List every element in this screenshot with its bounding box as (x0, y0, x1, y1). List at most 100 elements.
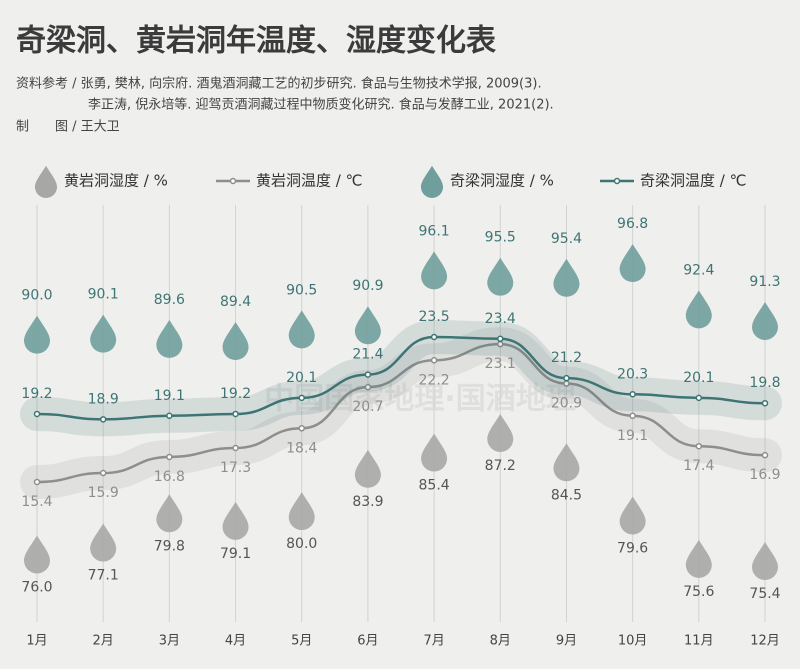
data-label: 20.1 (286, 370, 317, 386)
legend-icon (229, 177, 237, 185)
humidity-drop (90, 314, 117, 353)
humidity-drop (156, 494, 183, 533)
data-label: 23.4 (485, 311, 516, 327)
x-tick-label: 5月 (291, 634, 312, 649)
temperature-point (364, 383, 372, 391)
x-tick-label: 2月 (93, 634, 114, 649)
temperature-point (761, 451, 769, 459)
data-label: 87.2 (485, 458, 516, 474)
temperature-point (166, 412, 173, 420)
data-label: 83.9 (352, 494, 383, 510)
data-label: 19.1 (617, 428, 648, 444)
data-label: 20.1 (683, 370, 714, 386)
x-tick-label: 11月 (684, 634, 714, 649)
humidity-drop (421, 433, 448, 472)
temperature-point (629, 412, 636, 420)
x-tick-label: 4月 (225, 634, 246, 649)
data-label: 20.9 (551, 396, 582, 412)
legend-icon (613, 177, 621, 185)
temperature-point (298, 394, 305, 402)
temperature-point (232, 444, 239, 452)
temperature-point (695, 442, 703, 450)
data-label: 75.6 (683, 584, 714, 600)
data-label: 16.8 (154, 469, 185, 485)
temperature-point (232, 410, 239, 418)
temperature-point (33, 410, 41, 418)
legend-icon (34, 165, 58, 198)
legend-label: 奇梁洞温度 / ℃ (640, 172, 746, 190)
humidity-drop (685, 539, 712, 578)
data-label: 79.6 (617, 540, 648, 556)
data-label: 18.9 (88, 391, 119, 407)
humidity-drop (553, 258, 580, 297)
data-label: 92.4 (683, 262, 714, 278)
data-label: 19.8 (749, 375, 780, 391)
data-label: 77.1 (88, 568, 119, 584)
legend-icon (420, 165, 444, 198)
temperature-point (166, 453, 173, 461)
x-tick-label: 12月 (750, 634, 780, 649)
data-label: 15.9 (88, 485, 119, 501)
data-label: 20.7 (352, 399, 383, 415)
temperature-point (695, 394, 703, 402)
humidity-drop (90, 523, 117, 562)
x-tick-label: 6月 (357, 634, 378, 649)
data-label: 95.5 (485, 230, 516, 246)
data-label: 21.2 (551, 350, 582, 366)
humidity-drop (354, 306, 381, 345)
x-tick-label: 9月 (556, 634, 577, 649)
temperature-point (99, 416, 107, 423)
data-label: 89.6 (154, 292, 185, 308)
data-label: 96.8 (617, 216, 648, 232)
temperature-point (99, 469, 107, 477)
temperature-point (33, 478, 41, 486)
humidity-drop (222, 322, 249, 360)
temperature-point (298, 425, 305, 432)
x-tick-label: 3月 (159, 634, 180, 649)
humidity-drop (156, 319, 183, 358)
data-label: 17.3 (220, 460, 251, 476)
data-label: 20.3 (617, 366, 648, 382)
data-label: 16.9 (749, 467, 780, 483)
humidity-drop (24, 535, 50, 574)
humidity-drop (487, 257, 514, 296)
data-label: 95.4 (551, 231, 582, 247)
x-tick-label: 10月 (618, 634, 648, 649)
x-tick-label: 8月 (490, 634, 511, 649)
data-label: 96.1 (419, 223, 450, 239)
data-label: 15.4 (21, 494, 52, 510)
temperature-point (430, 357, 438, 364)
data-label: 91.3 (749, 274, 780, 290)
data-label: 79.1 (220, 546, 251, 562)
humidity-drop (222, 501, 249, 540)
x-tick-label: 7月 (423, 634, 444, 649)
data-label: 22.2 (419, 372, 450, 388)
humidity-drop (288, 492, 315, 531)
temperature-point (430, 333, 438, 341)
humidity-drop (421, 251, 448, 290)
legend-label: 奇梁洞湿度 / % (450, 172, 554, 190)
humidity-drop (288, 310, 315, 349)
data-label: 80.0 (286, 536, 317, 552)
legend-label: 黄岩洞湿度 / % (64, 172, 168, 190)
temperature-point (563, 374, 570, 382)
data-label: 19.2 (220, 386, 251, 402)
temperature-point (364, 371, 372, 378)
data-label: 89.4 (220, 294, 251, 310)
humidity-drop (685, 290, 712, 329)
humidity-drop (354, 449, 381, 488)
temperature-point (761, 399, 769, 407)
temperature-point (629, 391, 636, 398)
source: 资料参考 / 张勇, 樊林, 向宗府. 酒鬼酒洞藏工艺的初步研究. 食品与生物技… (16, 76, 542, 92)
data-label: 23.1 (485, 356, 516, 372)
x-tick-label: 1月 (26, 634, 47, 649)
data-label: 90.0 (21, 288, 52, 304)
data-label: 84.5 (551, 487, 582, 503)
humidity-drop (619, 244, 646, 282)
data-label: 75.4 (749, 586, 780, 602)
source: 李正涛, 倪永培等. 迎驾贡酒洞藏过程中物质变化研究. 食品与发酵工业, 202… (88, 97, 554, 113)
data-label: 23.5 (419, 309, 450, 325)
humidity-drop (752, 542, 778, 580)
